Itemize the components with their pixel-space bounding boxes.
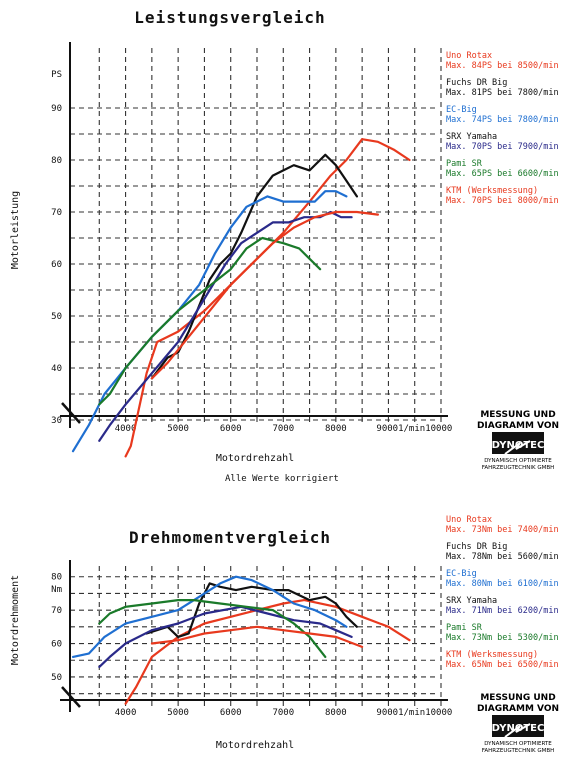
legend-name: SRX Yamaha [446, 596, 497, 606]
corrected-values-note: Alle Werte korrigiert [225, 474, 339, 484]
x-axis-label: Motordrehzahl [216, 453, 294, 464]
branding-sub-1: DYNAMISCH OPTIMIERTE [484, 741, 552, 747]
series-line-5 [150, 210, 379, 380]
x-tick-label: 4000 [115, 424, 137, 434]
y-tick-label: 70 [51, 208, 62, 218]
series-line-2 [71, 190, 348, 453]
y-tick-label: 50 [51, 673, 62, 683]
legend-max: Max. 84PS bei 8500/min [446, 61, 559, 71]
branding-line-1: MESSUNG UND [480, 410, 555, 420]
y-tick-label: 40 [51, 364, 62, 374]
legend-name: EC-Big [446, 569, 477, 579]
legend-max: Max. 71Nm bei 6200/min [446, 606, 559, 616]
branding-line-2: DIAGRAMM VON [477, 421, 559, 431]
y-tick-label: 80 [51, 156, 62, 166]
legend-name: Uno Rotax [446, 51, 492, 61]
legend-name: Uno Rotax [446, 515, 492, 525]
legend-max: Max. 65Nm bei 6500/min [446, 660, 559, 670]
x-axis-label: Motordrehzahl [216, 740, 294, 751]
dynotec-logo-box [492, 715, 544, 737]
y-tick-label: 70 [51, 606, 62, 616]
legend-name: KTM (Werksmessung) [446, 650, 538, 660]
x-tick-label: 6000 [220, 424, 242, 434]
legend-name: Fuchs DR Big [446, 78, 507, 88]
y-tick-label: 60 [51, 260, 62, 270]
branding-sub-2: FAHRZEUGTECHNIK GMBH [482, 465, 555, 471]
power-chart-title: Leistungsvergleich [134, 8, 326, 27]
lightning-icon [504, 723, 531, 738]
legend-name: Pami SR [446, 623, 483, 633]
y-tick-label: 50 [51, 312, 62, 322]
y-unit-label: PS [51, 70, 62, 80]
chart-power: 30 40 50 60 70 80 90 PS 4000 5000 6000 7000 8000 9000… [10, 42, 559, 464]
x-tick-label: 7000 [272, 708, 294, 718]
legend-max: Max. 73Nm bei 5300/min [446, 633, 559, 643]
legend-name: Fuchs DR Big [446, 542, 507, 552]
y-tick-label: 60 [51, 640, 62, 650]
legend-name: Pami SR [446, 159, 483, 169]
series-line-3 [98, 210, 353, 442]
series-line-5 [150, 625, 364, 648]
legend-name: SRX Yamaha [446, 132, 497, 142]
chart-torque: 50 60 70 80 Nm 4000 5000 6000 7000 8000 90001/min1… [10, 515, 559, 751]
x-tick-label: 90001/min10000 [376, 424, 452, 434]
x-tick-label: 90001/min10000 [376, 708, 452, 718]
legend-max: Max. 65PS bei 6600/min [446, 169, 559, 179]
axis-break-mark [61, 402, 81, 424]
dynotec-logo-box [492, 432, 544, 454]
x-tick-label: 4000 [115, 708, 137, 718]
x-tick-label: 5000 [167, 708, 189, 718]
series-line-4 [98, 599, 327, 658]
axis-break-mark [61, 686, 81, 708]
y-axis-label: Motorleistung [10, 191, 21, 269]
x-tick-label: 8000 [325, 708, 347, 718]
x-tick-label: 5000 [167, 424, 189, 434]
series-line-4 [98, 236, 322, 406]
series-line-0 [124, 599, 411, 705]
legend-max: Max. 81PS bei 7800/min [446, 88, 559, 98]
legend-max: Max. 70PS bei 8000/min [446, 196, 559, 206]
x-tick-label: 8000 [325, 424, 347, 434]
legend-max: Max. 70PS bei 7900/min [446, 142, 559, 152]
lightning-icon [504, 440, 531, 455]
y-tick-label: 30 [51, 416, 62, 426]
legend-max: Max. 78Nm bei 5600/min [446, 552, 559, 562]
legend-name: KTM (Werksmessung) [446, 186, 538, 196]
dynotec-logo-text: DYNOTEC [492, 440, 545, 451]
x-tick-label: 6000 [220, 708, 242, 718]
y-unit-label: Nm [51, 585, 62, 595]
branding-line-2: DIAGRAMM VON [477, 704, 559, 714]
legend-max: Max. 73Nm bei 7400/min [446, 525, 559, 535]
torque-chart-title: Drehmomentvergleich [128, 528, 332, 547]
series-line-1 [150, 153, 358, 380]
y-axis-label: Motordrehmoment [10, 575, 21, 665]
series-line-0 [124, 138, 411, 458]
branding-sub-1: DYNAMISCH OPTIMIERTE [484, 458, 552, 464]
series-line-3 [98, 605, 353, 668]
branding-line-1: MESSUNG UND [480, 693, 555, 703]
legend-name: EC-Big [446, 105, 477, 115]
legend-max: Max. 80Nm bei 6100/min [446, 579, 559, 589]
y-tick-label: 90 [51, 104, 62, 114]
legend-max: Max. 74PS bei 7800/min [446, 115, 559, 125]
branding-sub-2: FAHRZEUGTECHNIK GMBH [482, 748, 555, 754]
series-line-2 [71, 575, 348, 658]
y-tick-label: 80 [51, 573, 62, 583]
x-tick-label: 7000 [272, 424, 294, 434]
dynotec-logo-text: DYNOTEC [492, 723, 545, 734]
series-line-1 [145, 582, 358, 638]
